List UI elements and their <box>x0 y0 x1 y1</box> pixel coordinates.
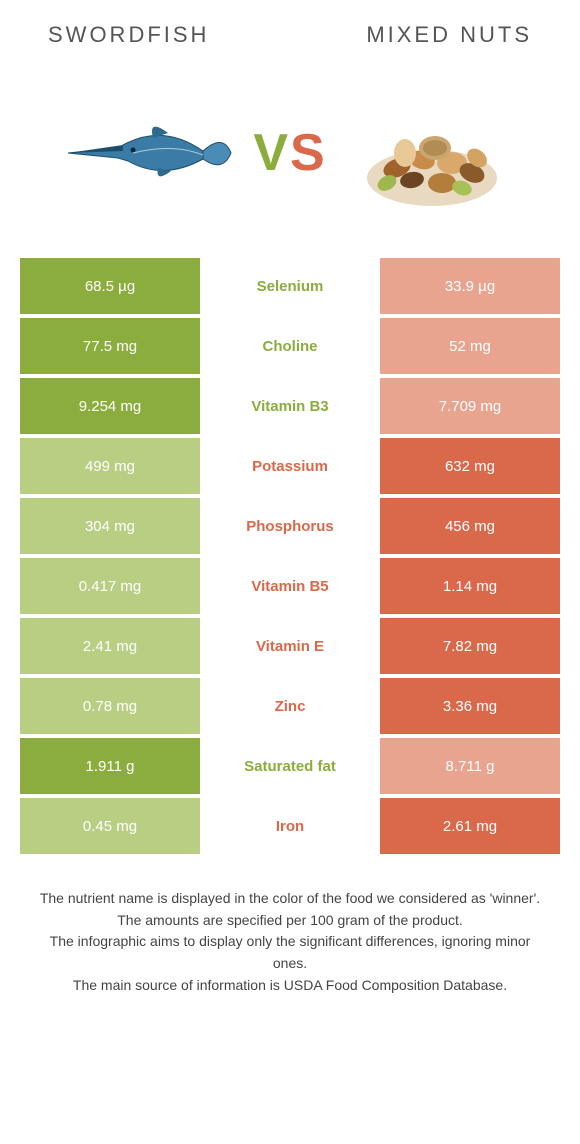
footer-line-4: The main source of information is USDA F… <box>36 975 544 997</box>
nutrient-name: Zinc <box>200 678 380 734</box>
right-value: 33.9 µg <box>380 258 560 314</box>
right-value: 632 mg <box>380 438 560 494</box>
right-value: 52 mg <box>380 318 560 374</box>
right-value: 8.711 g <box>380 738 560 794</box>
nutrient-table: 68.5 µgSelenium33.9 µg77.5 mgCholine52 m… <box>0 258 580 854</box>
left-value: 68.5 µg <box>20 258 200 314</box>
right-value: 3.36 mg <box>380 678 560 734</box>
nutrient-name: Phosphorus <box>200 498 380 554</box>
nutrient-name: Potassium <box>200 438 380 494</box>
nutrient-row: 0.78 mgZinc3.36 mg <box>20 678 560 734</box>
nutrient-row: 304 mgPhosphorus456 mg <box>20 498 560 554</box>
nutrient-name: Choline <box>200 318 380 374</box>
left-value: 2.41 mg <box>20 618 200 674</box>
left-value: 0.417 mg <box>20 558 200 614</box>
nutrient-name: Saturated fat <box>200 738 380 794</box>
right-value: 7.709 mg <box>380 378 560 434</box>
left-value: 304 mg <box>20 498 200 554</box>
vs-row: VS <box>0 58 580 258</box>
nutrient-row: 0.45 mgIron2.61 mg <box>20 798 560 854</box>
nutrient-name: Vitamin B5 <box>200 558 380 614</box>
nutrient-row: 0.417 mgVitamin B51.14 mg <box>20 558 560 614</box>
nutrient-row: 77.5 mgCholine52 mg <box>20 318 560 374</box>
swordfish-image <box>63 88 233 218</box>
right-value: 7.82 mg <box>380 618 560 674</box>
nutrient-row: 1.911 gSaturated fat8.711 g <box>20 738 560 794</box>
nutrient-row: 499 mgPotassium632 mg <box>20 438 560 494</box>
nutrient-name: Vitamin B3 <box>200 378 380 434</box>
nutrient-row: 2.41 mgVitamin E7.82 mg <box>20 618 560 674</box>
right-value: 2.61 mg <box>380 798 560 854</box>
footer-notes: The nutrient name is displayed in the co… <box>0 858 580 1016</box>
nutrient-row: 68.5 µgSelenium33.9 µg <box>20 258 560 314</box>
mixed-nuts-image <box>347 88 517 218</box>
right-value: 1.14 mg <box>380 558 560 614</box>
nutrient-name: Selenium <box>200 258 380 314</box>
left-value: 9.254 mg <box>20 378 200 434</box>
nutrient-name: Vitamin E <box>200 618 380 674</box>
footer-line-1: The nutrient name is displayed in the co… <box>36 888 544 910</box>
nutrient-name: Iron <box>200 798 380 854</box>
left-food-title: Swordfish <box>48 22 209 48</box>
right-food-title: Mixed nuts <box>366 22 532 48</box>
left-value: 77.5 mg <box>20 318 200 374</box>
left-value: 1.911 g <box>20 738 200 794</box>
nutrient-row: 9.254 mgVitamin B37.709 mg <box>20 378 560 434</box>
vs-s-letter: S <box>290 124 327 182</box>
vs-label: VS <box>253 123 326 183</box>
footer-line-2: The amounts are specified per 100 gram o… <box>36 910 544 932</box>
left-value: 0.78 mg <box>20 678 200 734</box>
left-value: 499 mg <box>20 438 200 494</box>
footer-line-3: The infographic aims to display only the… <box>36 931 544 974</box>
left-value: 0.45 mg <box>20 798 200 854</box>
header: Swordfish Mixed nuts <box>0 0 580 58</box>
right-value: 456 mg <box>380 498 560 554</box>
vs-v-letter: V <box>253 124 290 182</box>
